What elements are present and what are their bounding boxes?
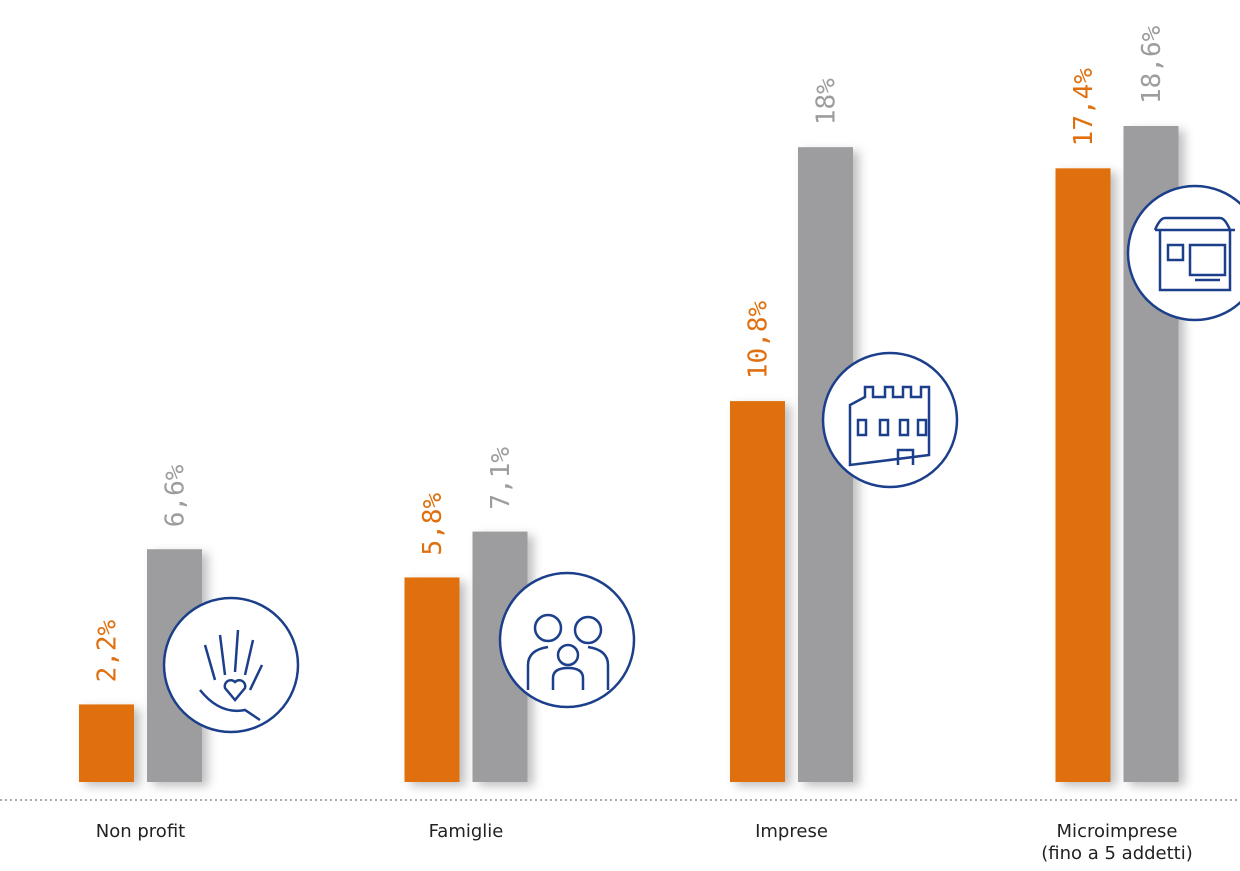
- icons: [162, 184, 1240, 734]
- category-label: Microimprese (fino a 5 addetti): [1041, 821, 1193, 864]
- bar: [1055, 168, 1111, 783]
- value-label: 5,8%: [418, 492, 448, 555]
- value-label: 17,4%: [1069, 68, 1099, 147]
- category-label: Non profit: [95, 821, 186, 842]
- value-label: 18,6%: [1137, 25, 1167, 104]
- icon-hand: [162, 596, 300, 734]
- icon-factory: [821, 351, 959, 489]
- category-label: Famiglie: [428, 821, 504, 842]
- value-label: 7,1%: [486, 447, 516, 510]
- value-label: 2,2%: [93, 619, 123, 682]
- value-label: 18%: [812, 78, 842, 125]
- value-label: 10,8%: [744, 300, 774, 379]
- value-label: 6,6%: [161, 464, 191, 527]
- bar: [404, 577, 460, 782]
- bar: [79, 704, 134, 782]
- icon-family: [498, 571, 636, 709]
- icon-shop: [1126, 184, 1240, 322]
- category-label: Imprese: [755, 821, 828, 842]
- bar: [730, 401, 785, 782]
